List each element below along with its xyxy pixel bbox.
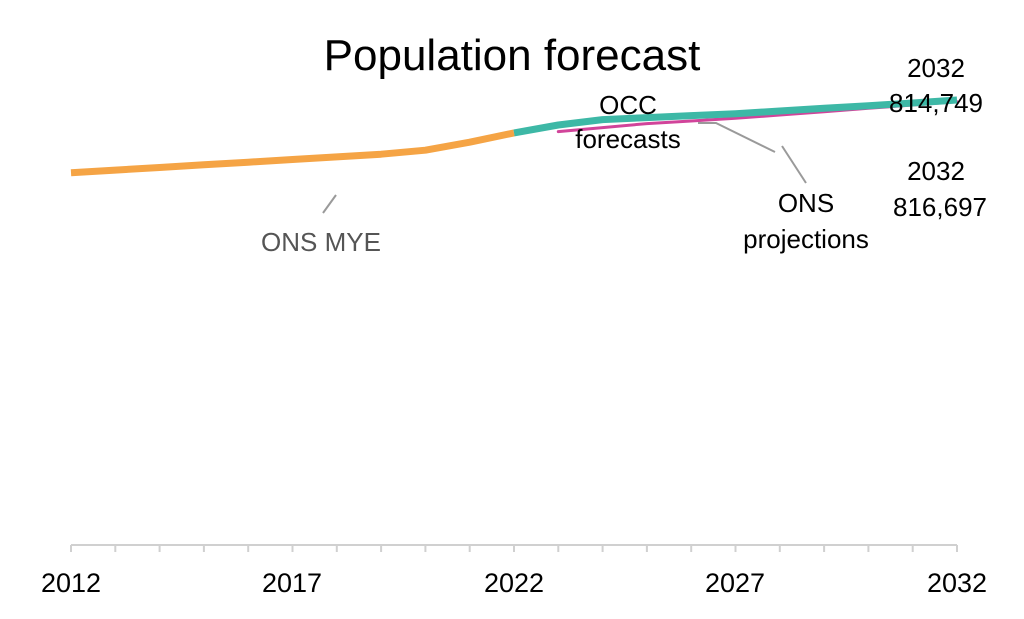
chart-title: Population forecast (324, 31, 701, 80)
annotation-ons-projections-line1: ONS (778, 188, 834, 218)
annotation-ons-mye: ONS MYE (261, 227, 381, 257)
end-label-bottom-year: 2032 (907, 156, 965, 186)
x-tick-label-2027: 2027 (705, 568, 765, 598)
x-axis-ticks (70, 545, 958, 552)
end-label-top-value: 814,749 (889, 88, 983, 118)
annotation-ons-projections-line2: projections (743, 224, 869, 254)
annotation-occ-line1: OCC (599, 90, 657, 120)
leader-line-ons-mye (322, 194, 337, 214)
x-tick-label-2012: 2012 (41, 568, 101, 598)
leader-line-occ-forecasts (698, 122, 776, 153)
leader-line-ons-projections (781, 145, 807, 184)
end-label-bottom-value: 816,697 (893, 192, 987, 222)
end-label-top-year: 2032 (907, 53, 965, 83)
x-tick-label-2017: 2017 (262, 568, 322, 598)
series-line-occ-forecasts (513, 96, 958, 137)
series-line-ons-mye (70, 129, 515, 177)
x-tick-label-2032: 2032 (927, 568, 987, 598)
annotation-occ-line2: forecasts (575, 124, 681, 154)
x-tick-label-2022: 2022 (484, 568, 544, 598)
